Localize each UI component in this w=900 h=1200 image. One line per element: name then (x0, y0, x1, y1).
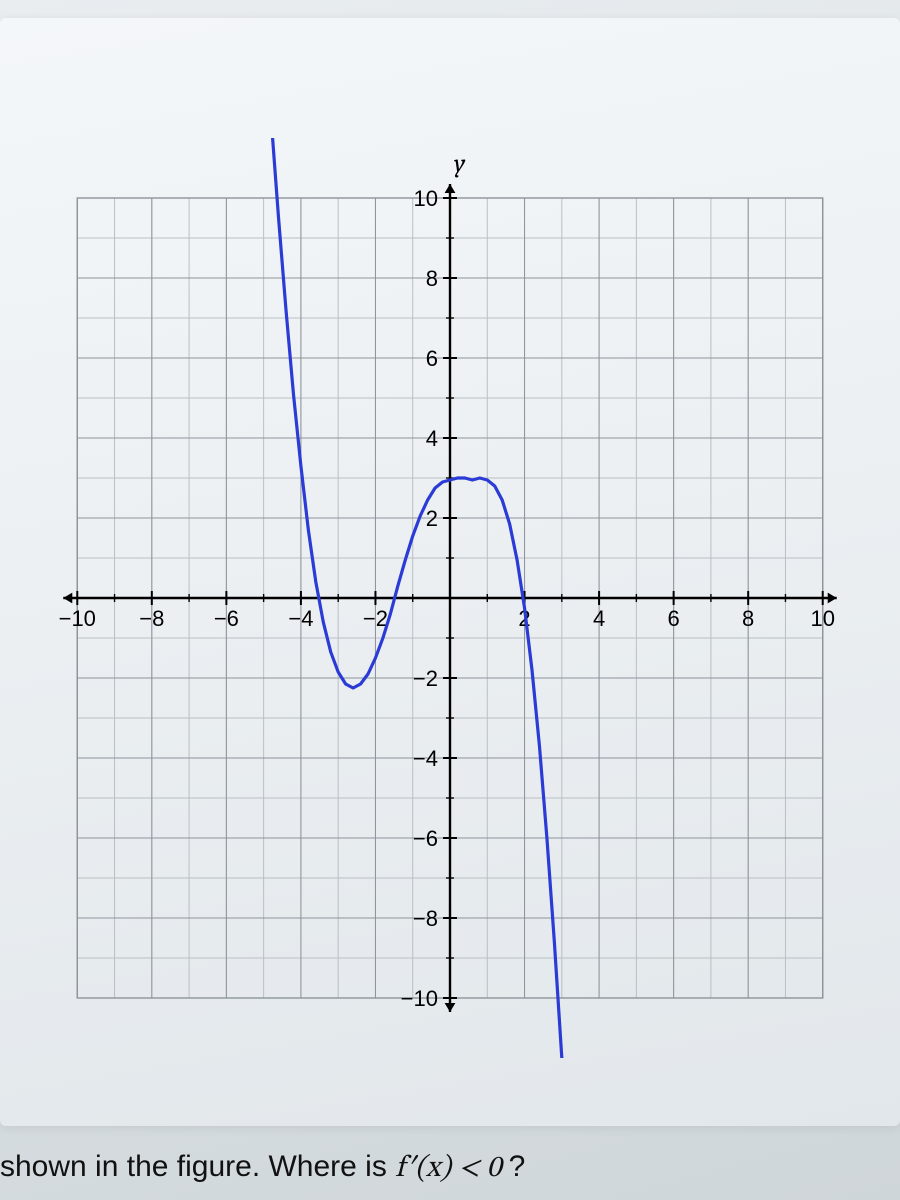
svg-text:−2: −2 (413, 666, 438, 691)
svg-text:4: 4 (593, 606, 605, 631)
question-suffix: ? (509, 1150, 526, 1183)
question-math: f ′(x) < 0 (395, 1154, 508, 1184)
page-background: −10−8−6−4−2246810−10−8−6−4−2246810y show… (0, 0, 900, 1200)
question-text: shown in the figure. Where is f ′(x) < 0… (0, 1150, 525, 1188)
content-card: −10−8−6−4−2246810−10−8−6−4−2246810y (0, 18, 900, 1126)
svg-text:6: 6 (426, 346, 438, 371)
svg-text:−8: −8 (139, 606, 164, 631)
svg-text:−10: −10 (401, 986, 438, 1011)
svg-text:8: 8 (426, 266, 438, 291)
svg-text:−10: −10 (59, 606, 96, 631)
svg-text:10: 10 (810, 606, 834, 631)
svg-text:6: 6 (668, 606, 680, 631)
svg-text:−8: −8 (413, 906, 438, 931)
svg-text:−6: −6 (413, 826, 438, 851)
svg-text:−6: −6 (214, 606, 239, 631)
svg-text:4: 4 (426, 426, 438, 451)
chart-container: −10−8−6−4−2246810−10−8−6−4−2246810y (20, 118, 880, 1078)
svg-text:y: y (454, 149, 466, 179)
svg-text:−4: −4 (413, 746, 438, 771)
question-prefix: shown in the figure. Where is (0, 1150, 395, 1183)
svg-text:8: 8 (742, 606, 754, 631)
svg-text:−2: −2 (363, 606, 388, 631)
svg-text:−4: −4 (288, 606, 313, 631)
svg-text:2: 2 (426, 506, 438, 531)
function-graph: −10−8−6−4−2246810−10−8−6−4−2246810y (20, 118, 880, 1078)
svg-text:10: 10 (414, 186, 438, 211)
